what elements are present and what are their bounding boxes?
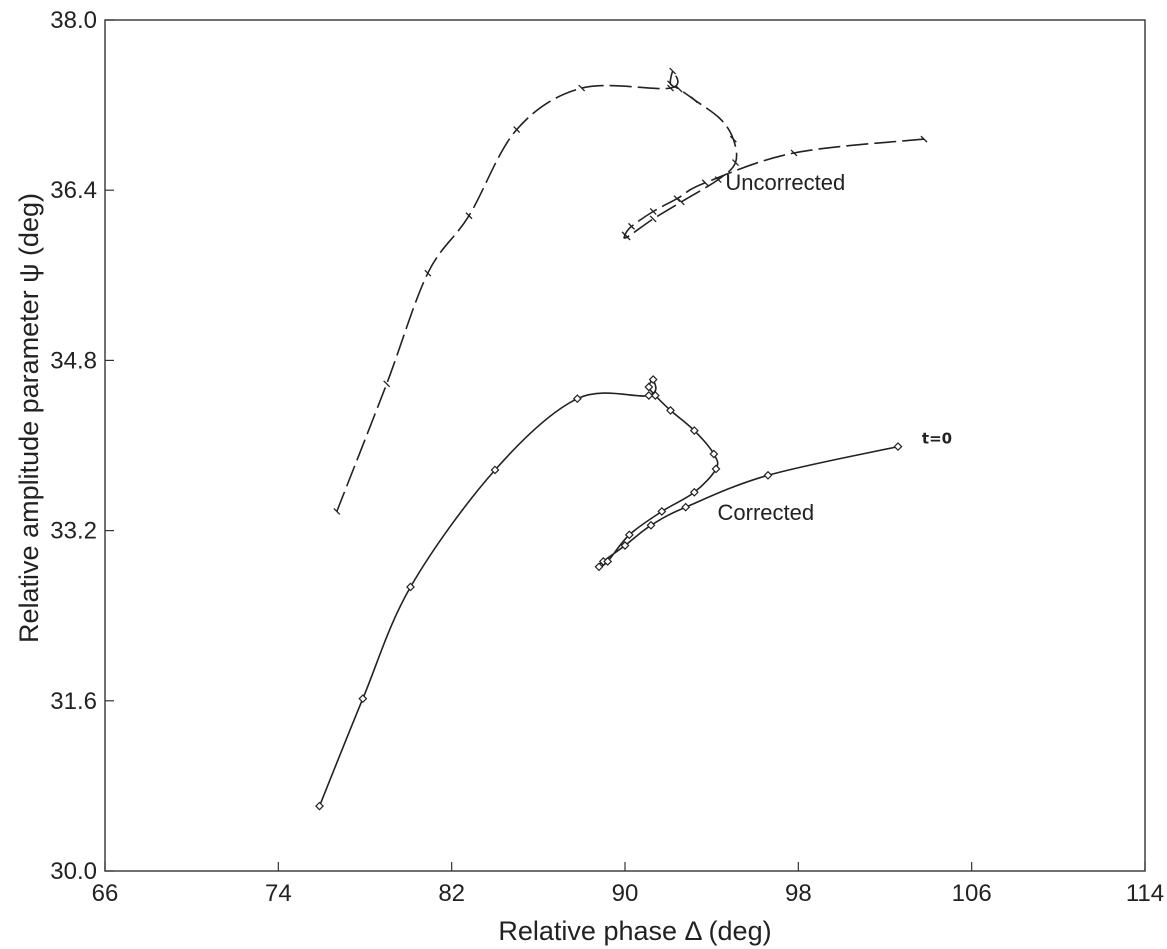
data-point [667,80,674,88]
data-point [383,380,391,388]
data-point [790,149,798,157]
data-point [689,487,699,497]
data-point [623,233,631,241]
data-point [677,198,685,206]
x-tick-label: 90 [612,880,639,907]
data-point [666,405,675,415]
data-point [333,507,341,515]
data-point [763,470,773,480]
annotation-uncorrected: Uncorrected [725,170,845,195]
data-point [673,195,681,203]
data-point [644,382,654,392]
data-point [690,96,698,104]
data-point [424,269,432,277]
data-point [920,135,928,143]
data-point [624,530,634,540]
x-axis-ticks: 66 74 82 90 98 106 114 [92,862,1164,907]
y-axis-ticks: 30.0 31.6 33.2 34.8 36.4 38.0 [50,7,114,885]
y-tick-label: 33.2 [50,518,97,545]
data-point [646,520,656,530]
x-tick-label: 82 [438,880,465,907]
y-tick-label: 30.0 [50,858,97,885]
data-point [709,449,719,459]
data-point [716,115,724,123]
data-point [711,464,721,474]
data-point [689,426,699,436]
data-point [620,541,630,550]
data-point [648,375,658,384]
plot-frame [104,19,1146,872]
series-solid [315,375,903,811]
data-point [729,135,737,143]
plot-border [104,19,1146,872]
data-point [675,85,683,93]
data-point [578,84,586,92]
data-point [490,465,500,475]
y-tick-label: 31.6 [50,688,97,715]
x-tick-label: 106 [952,880,992,907]
data-point [681,502,691,512]
data-point [732,159,739,167]
x-tick-label: 66 [92,880,119,907]
data-point [315,801,324,811]
y-tick-label: 38.0 [50,7,97,34]
data-point [465,212,473,220]
x-axis-label: Relative phase Δ (deg) [498,916,771,946]
x-tick-label: 114 [1126,880,1164,907]
series-layer [315,67,928,811]
series-dashed [333,67,928,515]
x-tick-label: 74 [265,880,292,907]
data-point [714,176,722,184]
y-tick-label: 36.4 [50,177,97,204]
data-point [701,179,709,187]
x-tick-label: 98 [785,880,812,907]
series-line [336,70,925,512]
data-point [358,694,368,704]
data-point [649,215,657,223]
data-point [572,394,582,404]
series-line [318,378,899,807]
data-point [657,507,667,516]
data-point [513,126,521,134]
data-point [628,222,635,230]
annotation-corrected: Corrected [718,500,815,525]
data-point [669,67,677,75]
y-tick-label: 34.8 [50,347,97,374]
data-point [649,208,657,215]
data-point [406,582,415,592]
data-point [893,442,903,452]
data-point [644,391,654,400]
data-point [650,391,660,400]
annotation-t-zero: t=0 [922,429,952,447]
data-point [594,562,604,572]
data-point [667,84,674,92]
y-axis-label: Relative amplitude parameter ψ (deg) [14,193,44,643]
data-point [603,557,613,566]
